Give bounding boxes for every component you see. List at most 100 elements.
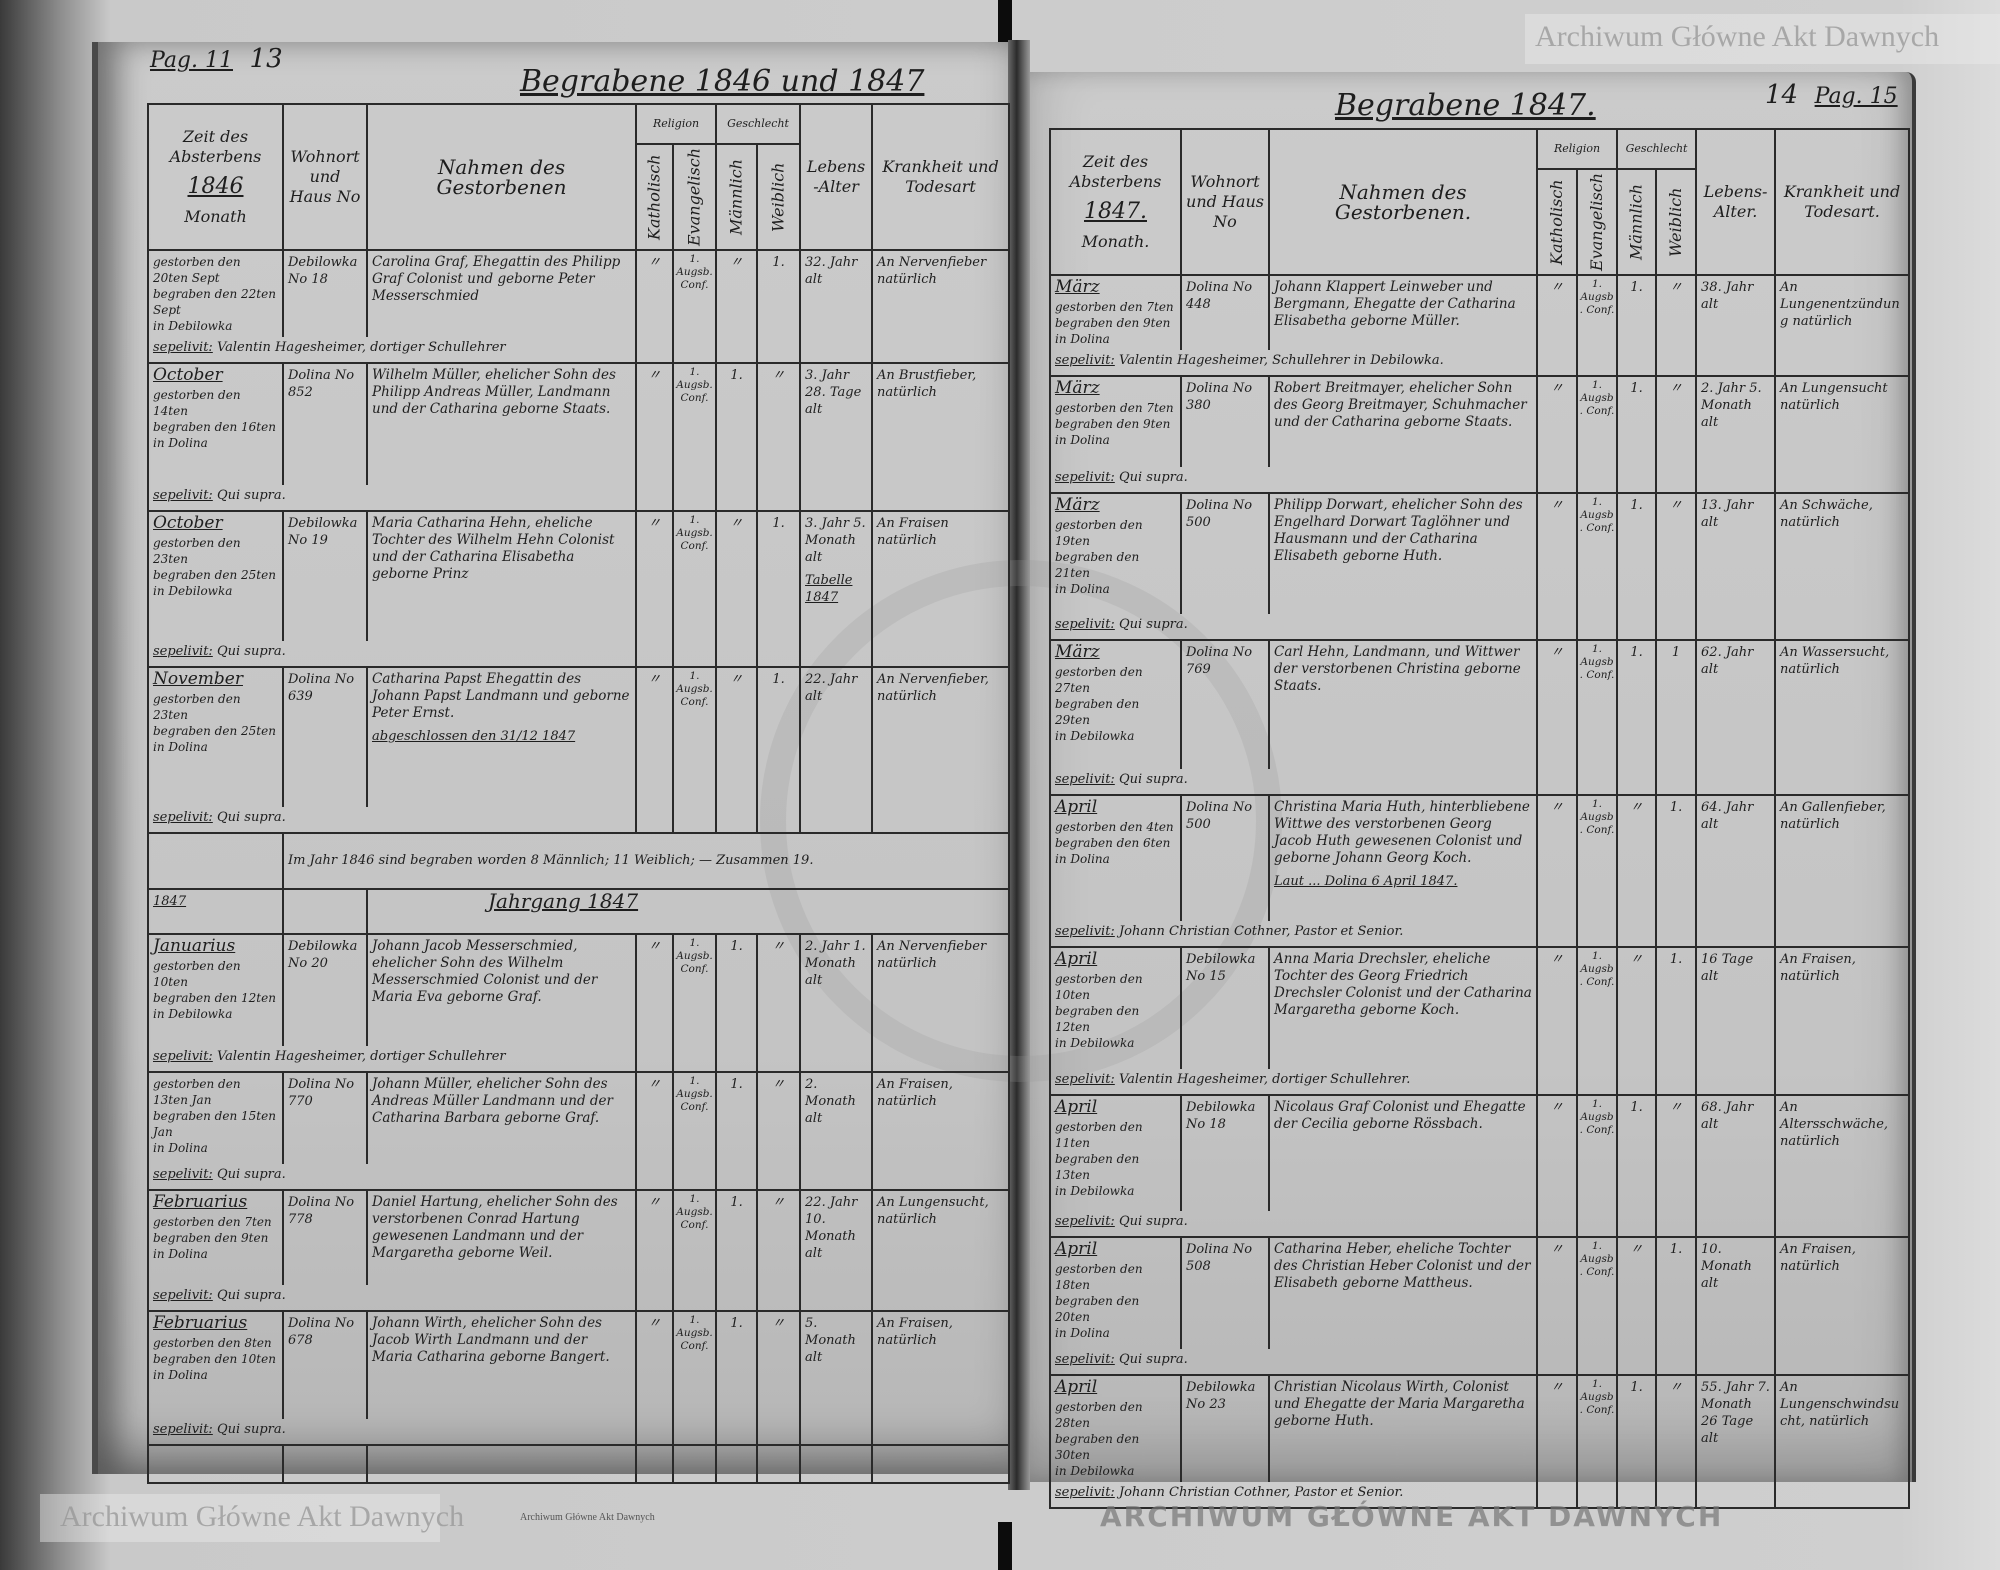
age-cell: 2. Monath alt bbox=[799, 1070, 874, 1191]
page-label: Pag. 15 bbox=[1814, 84, 1898, 109]
deceased-name-cell: Wilhelm Müller, ehelicher Sohn des Phili… bbox=[366, 361, 637, 485]
year-summary-row: Im Jahr 1846 sind begraben worden 8 Männ… bbox=[147, 831, 1011, 890]
death-date-cell: April gestorben den 10ten begraben den 12t… bbox=[1049, 945, 1182, 1069]
header-male: Männlich bbox=[716, 144, 758, 250]
death-date-cell: April gestorben den 28ten begraben den 30t… bbox=[1049, 1373, 1182, 1482]
header-year: 1847. bbox=[1084, 198, 1147, 224]
register-entry-row: November gestorben den 23ten begraben den … bbox=[147, 665, 1011, 834]
empty-cell bbox=[871, 1443, 1011, 1484]
deceased-name: Maria Catharina Hehn, eheliche Tochter d… bbox=[372, 514, 615, 582]
male-cell: 1. bbox=[715, 932, 759, 1073]
sepelivit-row: sepelivit: Qui supra. bbox=[1049, 768, 1909, 796]
evangelical-cell: 1. Augsb. Conf. bbox=[1575, 273, 1619, 377]
cause-of-death-cell: An Fraisen natürlich bbox=[871, 509, 1011, 668]
female-cell: 1. bbox=[1655, 945, 1698, 1096]
buried-date: begraben den 22ten Sept bbox=[153, 286, 276, 317]
male-cell: 〃 bbox=[715, 665, 759, 834]
month-label: März bbox=[1055, 641, 1100, 662]
death-date-cell: Februarius gestorben den 7ten begraben den… bbox=[147, 1188, 284, 1285]
sepelivit-row: sepelivit: Qui supra. bbox=[147, 1163, 1009, 1191]
register-entry-row: Januarius gestorben den 10ten begraben den… bbox=[147, 932, 1011, 1073]
sepelivit-label: sepelivit: bbox=[1055, 1071, 1115, 1087]
month-label: April bbox=[1055, 1096, 1098, 1117]
left-table-header: Zeit des Absterbens 1846 Monath Wohnort und… bbox=[147, 103, 1011, 251]
register-entry-row: Februarius gestorben den 7ten begraben den… bbox=[147, 1188, 1011, 1312]
buried-date: begraben den 16ten bbox=[153, 419, 276, 434]
cause-of-death-cell: An Nervenfieber natürlich bbox=[871, 248, 1011, 364]
month-label: März bbox=[1055, 276, 1100, 297]
age-value: 10. Monath alt bbox=[1701, 1241, 1752, 1291]
binding-mark-top bbox=[998, 0, 1012, 42]
residence-cell: Dolina No 380 bbox=[1180, 374, 1270, 467]
residence-cell: Dolina No 778 bbox=[282, 1188, 368, 1285]
death-date-cell: October gestorben den 23ten begraben den 2… bbox=[147, 509, 284, 641]
register-entry-row: gestorben den 20ten Sept begraben den 22t… bbox=[147, 248, 1011, 364]
header-cause: Krankheit und Todesart bbox=[871, 103, 1011, 251]
right-page-title: Begrabene 1847. bbox=[1335, 88, 1596, 123]
residence-cell: Dolina No 678 bbox=[282, 1309, 368, 1419]
age-value: 3. Jahr 28. Tage alt bbox=[805, 367, 862, 417]
died-date: gestorben den 27ten bbox=[1055, 664, 1143, 695]
buried-date: begraben den 6ten bbox=[1055, 835, 1171, 850]
sepelivit-row: sepelivit: Qui supra. bbox=[1049, 1210, 1909, 1238]
header-time-label: Zeit des Absterbens bbox=[1069, 151, 1162, 191]
sepelivit-row: sepelivit: Johann Christian Cothner, Pas… bbox=[1049, 1481, 1909, 1509]
buried-date: begraben den 29ten bbox=[1055, 696, 1140, 727]
sepelivit-label: sepelivit: bbox=[153, 1048, 213, 1064]
sepelivit-row: sepelivit: Qui supra. bbox=[147, 1418, 1009, 1446]
burial-place: in Dolina bbox=[153, 1140, 208, 1155]
sepelivit-line: sepelivit: Qui supra. bbox=[147, 806, 637, 834]
catholic-cell: 〃 bbox=[635, 1070, 674, 1191]
sepelivit-row: sepelivit: Valentin Hagesheimer, dortige… bbox=[1049, 1068, 1909, 1096]
cause-of-death-cell: An Fraisen, natürlich bbox=[871, 1070, 1011, 1191]
evangelical-cell: 1. Augsb. Conf. bbox=[671, 509, 718, 668]
age-value: 2. Jahr 5. Monath alt bbox=[1701, 380, 1762, 430]
residence-cell: Debilowka No 20 bbox=[282, 932, 368, 1046]
sepelivit-row: sepelivit: Qui supra. bbox=[147, 806, 1009, 834]
male-cell: 〃 bbox=[1616, 793, 1658, 948]
deceased-name: Robert Breitmayer, ehelicher Sohn des Ge… bbox=[1274, 379, 1527, 430]
cause-of-death-cell: An Nervenfieber natürlich bbox=[871, 932, 1011, 1073]
evangelical-cell: 1. Augsb. Conf. bbox=[1575, 638, 1619, 796]
header-row: Zeit des Absterbens 1846 Monath Wohnort und… bbox=[147, 103, 1011, 251]
age-value: 3. Jahr 5. Monath alt bbox=[805, 515, 866, 565]
right-table-header: Zeit des Absterbens 1847. Monath. Wohnort u… bbox=[1049, 128, 1911, 276]
header-religion: Religion bbox=[1535, 128, 1619, 170]
sepelivit-label: sepelivit: bbox=[1055, 1484, 1115, 1500]
died-date: gestorben den 10ten bbox=[153, 958, 241, 989]
died-date: gestorben den 18ten bbox=[1055, 1261, 1143, 1292]
died-date: gestorben den 20ten Sept bbox=[153, 254, 241, 285]
header-residence: Wohnort und Haus No bbox=[1180, 128, 1270, 276]
age-value: 2. Jahr 1. Monath alt bbox=[805, 938, 866, 988]
deceased-name-cell: Carl Hehn, Landmann, und Wittwer der ver… bbox=[1268, 638, 1538, 769]
header-religion: Religion bbox=[634, 103, 718, 145]
header-time-of-death: Zeit des Absterbens 1846 Monath bbox=[147, 103, 284, 251]
buried-date: begraben den 9ten bbox=[1055, 416, 1171, 431]
sepelivit-label: sepelivit: bbox=[153, 1421, 213, 1437]
burial-place: in Dolina bbox=[153, 739, 208, 754]
age-cell: 55. Jahr 7. Monath 26 Tage alt bbox=[1695, 1373, 1777, 1509]
died-date: gestorben den 10ten bbox=[1055, 971, 1143, 1002]
month-label: März bbox=[1055, 494, 1100, 515]
buried-date: begraben den 25ten bbox=[153, 567, 276, 582]
sepelivit-label: sepelivit: bbox=[1055, 1213, 1115, 1229]
header-female: Weiblich bbox=[1656, 169, 1697, 275]
deceased-name: Nicolaus Graf Colonist und Ehegatte der … bbox=[1274, 1098, 1526, 1132]
evangelical-cell: 1. Augsb. Conf. bbox=[671, 248, 718, 364]
header-month: Monath bbox=[184, 206, 247, 226]
cause-of-death-cell: An Fraisen, natürlich bbox=[871, 1309, 1011, 1446]
header-sex: Geschlecht bbox=[1616, 128, 1698, 170]
left-page-label: Pag. 11 13 bbox=[150, 44, 283, 74]
burial-place: in Dolina bbox=[1055, 432, 1110, 447]
deceased-name: Philipp Dorwart, ehelicher Sohn des Enge… bbox=[1274, 496, 1523, 564]
female-cell: 〃 bbox=[1655, 374, 1698, 494]
age-cell: 16 Tage alt bbox=[1695, 945, 1777, 1096]
month-label: April bbox=[1055, 1376, 1098, 1397]
sepelivit-label: sepelivit: bbox=[153, 1166, 213, 1182]
catholic-cell: 〃 bbox=[1536, 1373, 1578, 1509]
cause-of-death-cell: An Lungensucht natürlich bbox=[1774, 374, 1911, 494]
register-entry-row: April gestorben den 18ten begraben den 20t… bbox=[1049, 1235, 1911, 1376]
header-month: Monath. bbox=[1081, 231, 1150, 251]
header-age: Lebens-Alter. bbox=[1695, 128, 1777, 276]
month-label: October bbox=[153, 512, 223, 533]
